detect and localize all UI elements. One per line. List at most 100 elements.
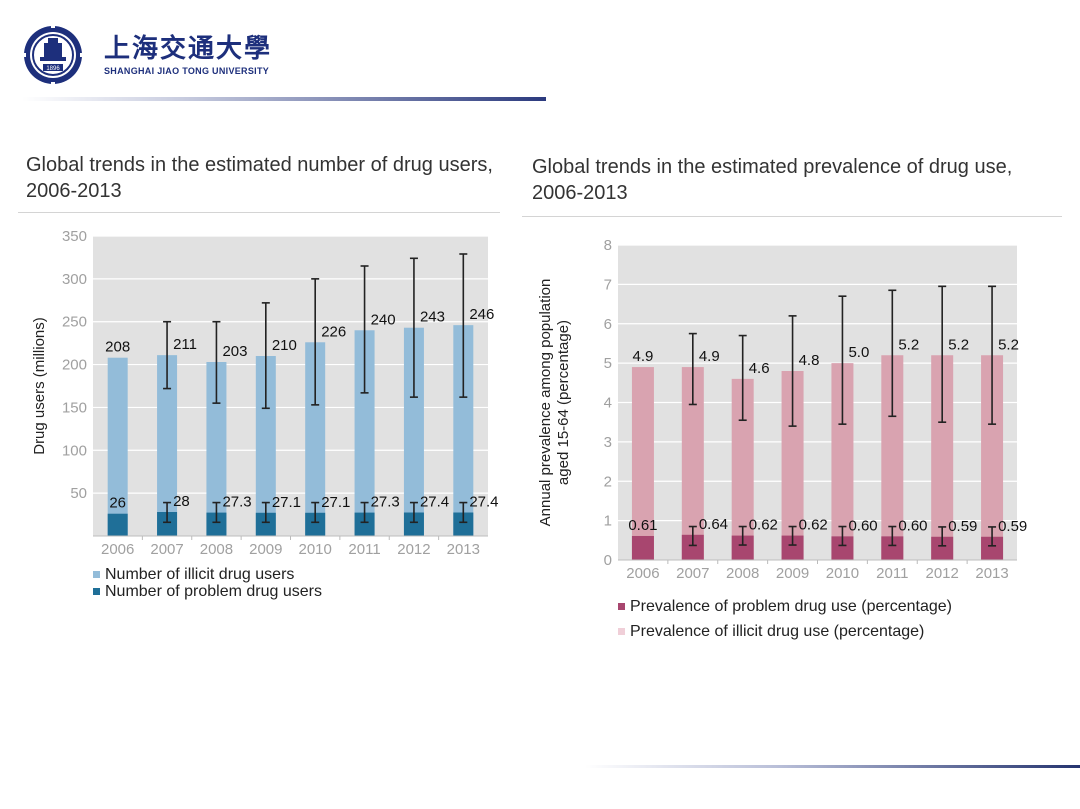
- data-label: 226: [321, 323, 346, 340]
- svg-text:1896: 1896: [46, 66, 60, 72]
- data-label: 0.62: [749, 517, 778, 534]
- bar: [681, 367, 704, 560]
- bar: [931, 536, 954, 560]
- legend-item-problem-users: Number of problem drug users: [93, 583, 322, 601]
- legend-label: Prevalence of illicit drug use (percenta…: [630, 623, 925, 640]
- data-label: 0.59: [998, 518, 1027, 535]
- data-label: 27.1: [321, 494, 350, 511]
- x-tick-label: 2012: [397, 541, 430, 558]
- data-label: 0.61: [628, 517, 657, 534]
- legend-swatch: [93, 588, 100, 596]
- data-label: 5.2: [898, 336, 919, 353]
- bar: [206, 512, 227, 536]
- y-tick-label: 1: [604, 513, 612, 530]
- x-tick-label: 2010: [299, 541, 332, 558]
- title-divider: [522, 216, 1062, 217]
- footer-divider: [585, 765, 1080, 768]
- y-tick-label: 8: [604, 237, 612, 254]
- data-label: 246: [469, 306, 494, 323]
- data-label: 4.9: [633, 348, 654, 365]
- legend-label: Prevalence of problem drug use (percenta…: [630, 598, 952, 615]
- x-tick-label: 2009: [249, 541, 282, 558]
- legend-swatch: [618, 628, 625, 636]
- bar: [453, 512, 474, 536]
- bar: [403, 327, 424, 536]
- legend-item-problem-use: Prevalence of problem drug use (percenta…: [618, 598, 952, 616]
- data-label: 243: [420, 309, 445, 326]
- bar: [206, 362, 227, 536]
- data-label: 0.60: [848, 517, 877, 534]
- plot-background: [93, 236, 488, 536]
- bar: [453, 325, 474, 536]
- university-logo: 1896 上海交通大學 SHANGHAI JIAO TONG UNIVERSIT…: [22, 24, 270, 85]
- x-tick-label: 2013: [447, 541, 480, 558]
- header-divider: [22, 97, 546, 101]
- data-label: 0.64: [699, 516, 728, 533]
- bar: [781, 535, 804, 560]
- data-label: 211: [173, 336, 197, 353]
- data-label: 203: [222, 343, 247, 360]
- prevalence-chart: 0 1 2 3 4 5 6 7 8 Annual prevalence among populat…: [537, 237, 1027, 582]
- legend-item-illicit-use: Prevalence of illicit drug use (percenta…: [618, 623, 924, 641]
- x-tick-label: 2007: [150, 541, 183, 558]
- bar: [981, 536, 1004, 560]
- bar: [305, 342, 326, 536]
- data-label: 4.8: [799, 352, 820, 369]
- legend-label: Number of problem drug users: [105, 583, 322, 600]
- bar: [631, 535, 654, 560]
- data-label: 26: [109, 495, 126, 512]
- y-tick-label: 6: [604, 316, 612, 333]
- y-tick-label: 4: [604, 395, 612, 412]
- bar: [255, 356, 276, 536]
- logo-chinese-name: 上海交通大學: [104, 34, 273, 64]
- bar: [403, 512, 424, 536]
- x-tick-label: 2008: [726, 565, 759, 582]
- y-axis-label: Annual prevalence among populationaged 1…: [537, 279, 572, 527]
- drug-users-chart: 50 100 150 200 250 300 350 Drug users (millions…: [31, 228, 499, 558]
- data-label: 208: [105, 339, 130, 356]
- bar: [881, 355, 904, 560]
- bar: [354, 512, 375, 536]
- data-label: 5.0: [848, 344, 869, 361]
- x-tick-label: 2006: [101, 541, 134, 558]
- y-tick-label: 7: [604, 276, 612, 293]
- legend-swatch: [618, 603, 625, 611]
- chart-title: Global trends in the estimated number of…: [26, 154, 493, 202]
- bar: [831, 363, 854, 560]
- bar: [831, 536, 854, 560]
- y-tick-label: 200: [62, 357, 87, 374]
- y-tick-label: 350: [62, 228, 87, 245]
- data-label: 27.3: [371, 494, 400, 511]
- university-seal-icon: 1896: [23, 25, 83, 85]
- x-tick-label: 2013: [975, 565, 1008, 582]
- bar: [981, 355, 1004, 560]
- data-label: 27.1: [272, 494, 301, 511]
- bar: [157, 355, 178, 536]
- y-tick-label: 2: [604, 473, 612, 490]
- bar: [157, 512, 178, 536]
- bar: [107, 357, 128, 536]
- data-label: 28: [173, 493, 190, 510]
- bar: [107, 513, 128, 536]
- y-axis-label: Drug users (millions): [31, 317, 48, 455]
- data-label: 27.3: [222, 494, 251, 511]
- data-label: 27.4: [420, 494, 449, 511]
- y-tick-label: 300: [62, 271, 87, 288]
- legend-item-illicit-users: Number of illicit drug users: [93, 566, 294, 584]
- bar: [354, 330, 375, 536]
- x-tick-label: 2010: [826, 565, 859, 582]
- data-label: 27.4: [469, 494, 498, 511]
- bar: [305, 512, 326, 536]
- bar: [255, 512, 276, 536]
- x-tick-label: 2006: [626, 565, 659, 582]
- bar: [931, 355, 954, 560]
- x-tick-label: 2011: [348, 541, 380, 558]
- bar: [681, 534, 704, 560]
- logo-english-name: SHANGHAI JIAO TONG UNIVERSITY: [104, 66, 270, 76]
- y-tick-label: 0: [604, 552, 612, 569]
- bar: [731, 378, 754, 560]
- title-divider: [18, 212, 500, 213]
- y-tick-label: 150: [62, 399, 87, 416]
- data-label: 4.6: [749, 360, 770, 377]
- data-label: 5.2: [948, 336, 969, 353]
